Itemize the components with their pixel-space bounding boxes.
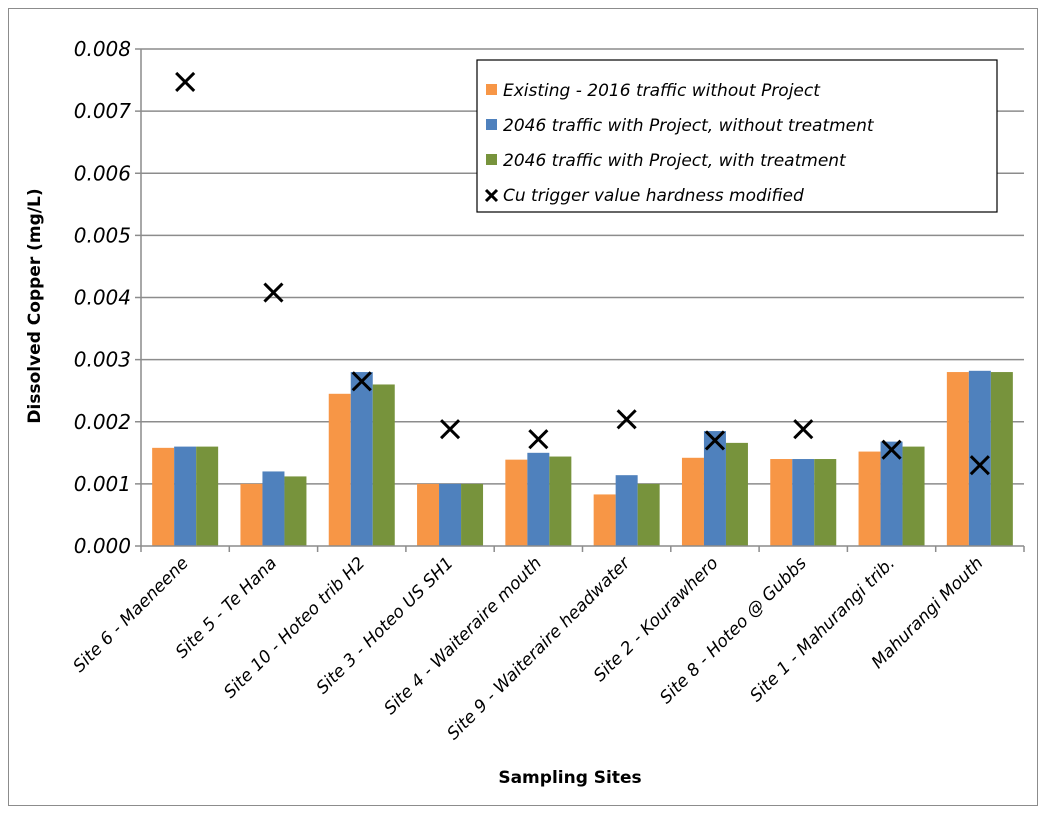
legend-label: Existing - 2016 traffic without Project bbox=[503, 81, 821, 101]
bar bbox=[152, 447, 175, 546]
y-tick-label: 0.005 bbox=[74, 223, 131, 247]
bar bbox=[174, 446, 197, 546]
legend-marker bbox=[484, 188, 499, 203]
bar bbox=[505, 459, 528, 546]
bar bbox=[461, 483, 484, 546]
bar bbox=[814, 459, 837, 546]
bars bbox=[152, 370, 1013, 546]
legend-label: Cu trigger value hardness modified bbox=[503, 186, 804, 206]
bar bbox=[703, 431, 726, 546]
bar bbox=[990, 372, 1013, 546]
x-tick-label: Site 4 - Waiteraire mouth bbox=[380, 553, 546, 719]
bar bbox=[681, 457, 704, 546]
bar bbox=[593, 494, 616, 546]
trigger-marker bbox=[263, 282, 284, 303]
trigger-marker bbox=[793, 419, 814, 440]
bar bbox=[725, 442, 748, 546]
bar bbox=[527, 452, 550, 546]
chart-frame: 0.000 0.001 0.002 0.003 0.004 0.005 0.006 0.007… bbox=[8, 8, 1038, 806]
y-tick-label: 0.003 bbox=[74, 348, 131, 372]
bar bbox=[880, 441, 903, 546]
y-tick-label: 0.000 bbox=[74, 534, 131, 558]
chart-svg: 0.000 0.001 0.002 0.003 0.004 0.005 0.006 0.007… bbox=[25, 37, 1025, 788]
bar bbox=[328, 393, 351, 546]
legend: Existing - 2016 traffic without Project 2… bbox=[476, 59, 998, 213]
x-tick-label: Site 6 - Maeneene bbox=[69, 553, 192, 676]
trigger-markers bbox=[175, 71, 990, 476]
bar bbox=[240, 483, 263, 546]
y-tick-labels: 0.000 0.001 0.002 0.003 0.004 0.005 0.006 0.007… bbox=[74, 37, 132, 558]
trigger-marker bbox=[175, 71, 196, 92]
bar bbox=[196, 446, 219, 546]
trigger-marker bbox=[704, 430, 726, 451]
legend-item: 2046 traffic with Project, with treatmen… bbox=[486, 151, 847, 171]
bar bbox=[968, 370, 991, 546]
trigger-marker bbox=[528, 429, 549, 450]
legend-swatch bbox=[486, 84, 497, 95]
x-tick-label: Site 9 - Waiteraire headwater bbox=[443, 553, 634, 744]
legend-item: 2046 traffic with Project, without treat… bbox=[486, 116, 875, 136]
legend-box bbox=[476, 59, 998, 213]
bar bbox=[637, 483, 660, 546]
legend-label: 2046 traffic with Project, with treatmen… bbox=[503, 151, 847, 171]
bar bbox=[439, 483, 462, 546]
legend-item: Cu trigger value hardness modified bbox=[484, 186, 804, 206]
bar bbox=[792, 459, 815, 546]
bar bbox=[350, 372, 373, 546]
y-tick-label: 0.002 bbox=[74, 410, 131, 434]
trigger-marker bbox=[616, 409, 637, 430]
x-tick-label: Site 10 - Hoteo trib H2 bbox=[220, 553, 369, 702]
y-tick-label: 0.001 bbox=[74, 472, 131, 496]
trigger-marker bbox=[351, 371, 372, 392]
bar bbox=[858, 451, 881, 546]
bar bbox=[946, 372, 969, 546]
bar bbox=[770, 459, 793, 546]
legend-label: 2046 traffic with Project, without treat… bbox=[503, 116, 875, 136]
legend-swatch bbox=[486, 119, 497, 130]
bar bbox=[372, 384, 395, 546]
x-axis-title: Sampling Sites bbox=[498, 768, 641, 788]
legend-swatch bbox=[486, 154, 497, 165]
bar bbox=[902, 446, 925, 546]
axes bbox=[140, 49, 1025, 552]
y-tick-label: 0.004 bbox=[74, 286, 131, 310]
y-tick-label: 0.006 bbox=[74, 161, 131, 185]
x-tick-label: Site 1 - Mahurangi trib. bbox=[746, 553, 899, 706]
trigger-marker bbox=[439, 419, 461, 440]
y-tick-label: 0.007 bbox=[74, 99, 132, 123]
bar bbox=[417, 483, 440, 546]
bar bbox=[284, 476, 307, 546]
legend-item: Existing - 2016 traffic without Project bbox=[486, 81, 821, 101]
trigger-marker bbox=[969, 455, 990, 476]
trigger-marker bbox=[881, 439, 902, 460]
bar bbox=[549, 456, 572, 546]
y-tick-label: 0.008 bbox=[74, 37, 131, 61]
x-tick-label: Site 8 - Hoteo @ Gubbs bbox=[656, 553, 811, 708]
bar bbox=[262, 471, 285, 546]
bar bbox=[615, 475, 638, 546]
y-axis-title: Dissolved Copper (mg/L) bbox=[25, 188, 45, 423]
